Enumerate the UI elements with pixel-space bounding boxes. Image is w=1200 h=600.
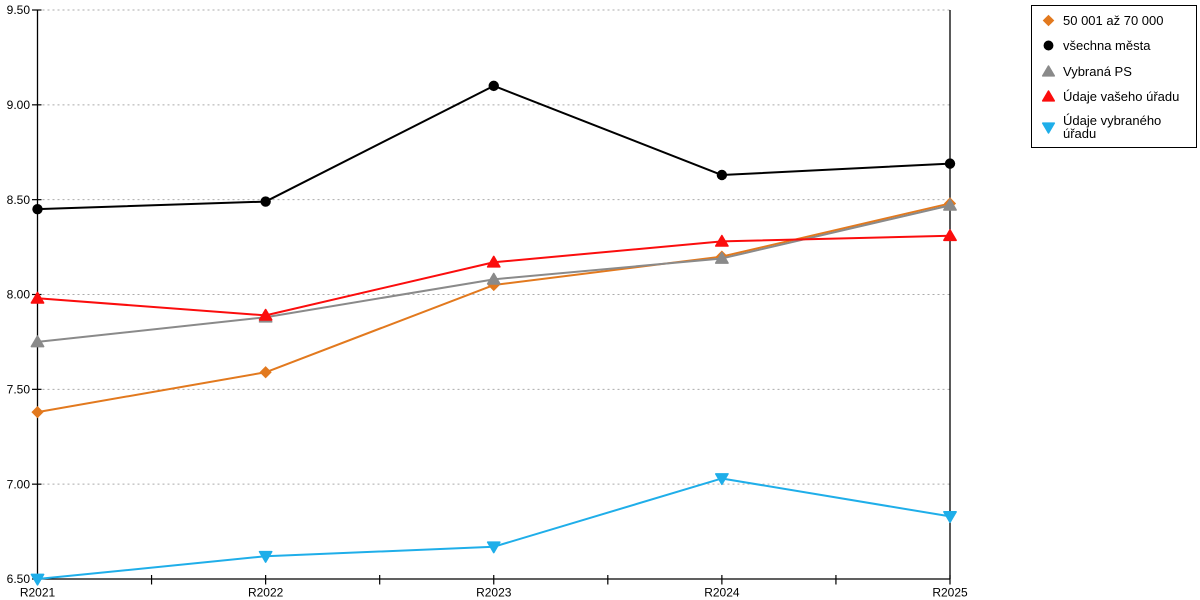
circle-marker-icon — [488, 80, 499, 92]
series-3 — [30, 229, 957, 321]
legend-triangle-up-icon — [1041, 89, 1056, 102]
circle-marker-icon — [32, 203, 43, 215]
triangle-up-marker-icon — [486, 255, 501, 268]
circle-marker-icon — [944, 158, 956, 169]
legend-circle-icon — [1043, 40, 1054, 51]
legend-item-1: všechna města — [1041, 38, 1187, 53]
diamond-marker-icon — [31, 405, 44, 419]
y-tick-label: 7.50 — [7, 383, 31, 397]
legend-item-2: Vybraná PS — [1041, 64, 1187, 79]
x-tick-label: R2025 — [932, 586, 968, 600]
legend-triangle-up-icon — [1041, 64, 1056, 77]
legend-label: 50 001 až 70 000 — [1063, 13, 1164, 28]
triangle-up-marker-icon — [943, 229, 957, 242]
triangle-down-marker-icon — [30, 573, 45, 586]
legend-triangle-up-glyph — [1041, 64, 1056, 77]
triangle-up-marker-icon — [943, 198, 957, 211]
legend-triangle-down-glyph — [1041, 121, 1056, 134]
x-tick-label: R2021 — [20, 586, 56, 600]
triangle-down-marker-icon — [258, 550, 273, 563]
y-tick-label: 8.50 — [7, 193, 31, 207]
legend-label: všechna města — [1063, 38, 1151, 54]
triangle-up-marker-icon — [714, 234, 729, 247]
y-tick-label: 9.00 — [7, 98, 31, 112]
triangle-up-marker-icon — [714, 251, 729, 264]
y-tick-label: 6.50 — [7, 572, 31, 586]
series-2 — [30, 198, 957, 348]
series-line-4 — [36, 477, 951, 580]
legend-item-3: Údaje vašeho úřadu — [1041, 89, 1187, 104]
legend-label: Vybraná PS — [1063, 63, 1132, 79]
legend-triangle-up-glyph — [1041, 89, 1056, 102]
legend-item-4: Údaje vybraného úřadu — [1041, 114, 1187, 140]
x-tick-label: R2024 — [704, 586, 740, 600]
diamond-marker-icon — [259, 366, 272, 379]
triangle-up-marker-icon — [30, 335, 45, 348]
legend-label: Údaje vašeho úřadu — [1063, 88, 1180, 104]
x-tick-label: R2023 — [476, 586, 512, 600]
triangle-up-marker-icon — [258, 308, 273, 321]
y-tick-label: 8.00 — [7, 288, 31, 302]
circle-marker-icon — [260, 196, 271, 207]
y-tick-label: 9.50 — [7, 3, 31, 17]
triangle-down-marker-icon — [943, 511, 957, 524]
triangle-up-marker-icon — [30, 291, 45, 304]
circle-marker-icon — [716, 169, 728, 181]
triangle-down-marker-icon — [714, 473, 729, 486]
series-1 — [32, 80, 956, 215]
legend-circle-glyph — [1043, 40, 1054, 51]
legend-item-0: 50 001 až 70 000 — [1041, 13, 1187, 28]
x-tick-label: R2022 — [248, 586, 284, 600]
series-4 — [30, 473, 957, 586]
legend-diamond-icon — [1042, 14, 1055, 27]
legend-label: Údaje vybraného úřadu — [1063, 113, 1162, 141]
chart-legend: 50 001 až 70 000 všechna města Vybraná PS Ú… — [1031, 5, 1197, 148]
legend-diamond-glyph — [1042, 14, 1055, 27]
triangle-up-marker-icon — [486, 272, 501, 285]
y-tick-label: 7.00 — [7, 477, 31, 491]
legend-triangle-down-icon — [1041, 121, 1056, 134]
triangle-down-marker-icon — [486, 541, 501, 554]
